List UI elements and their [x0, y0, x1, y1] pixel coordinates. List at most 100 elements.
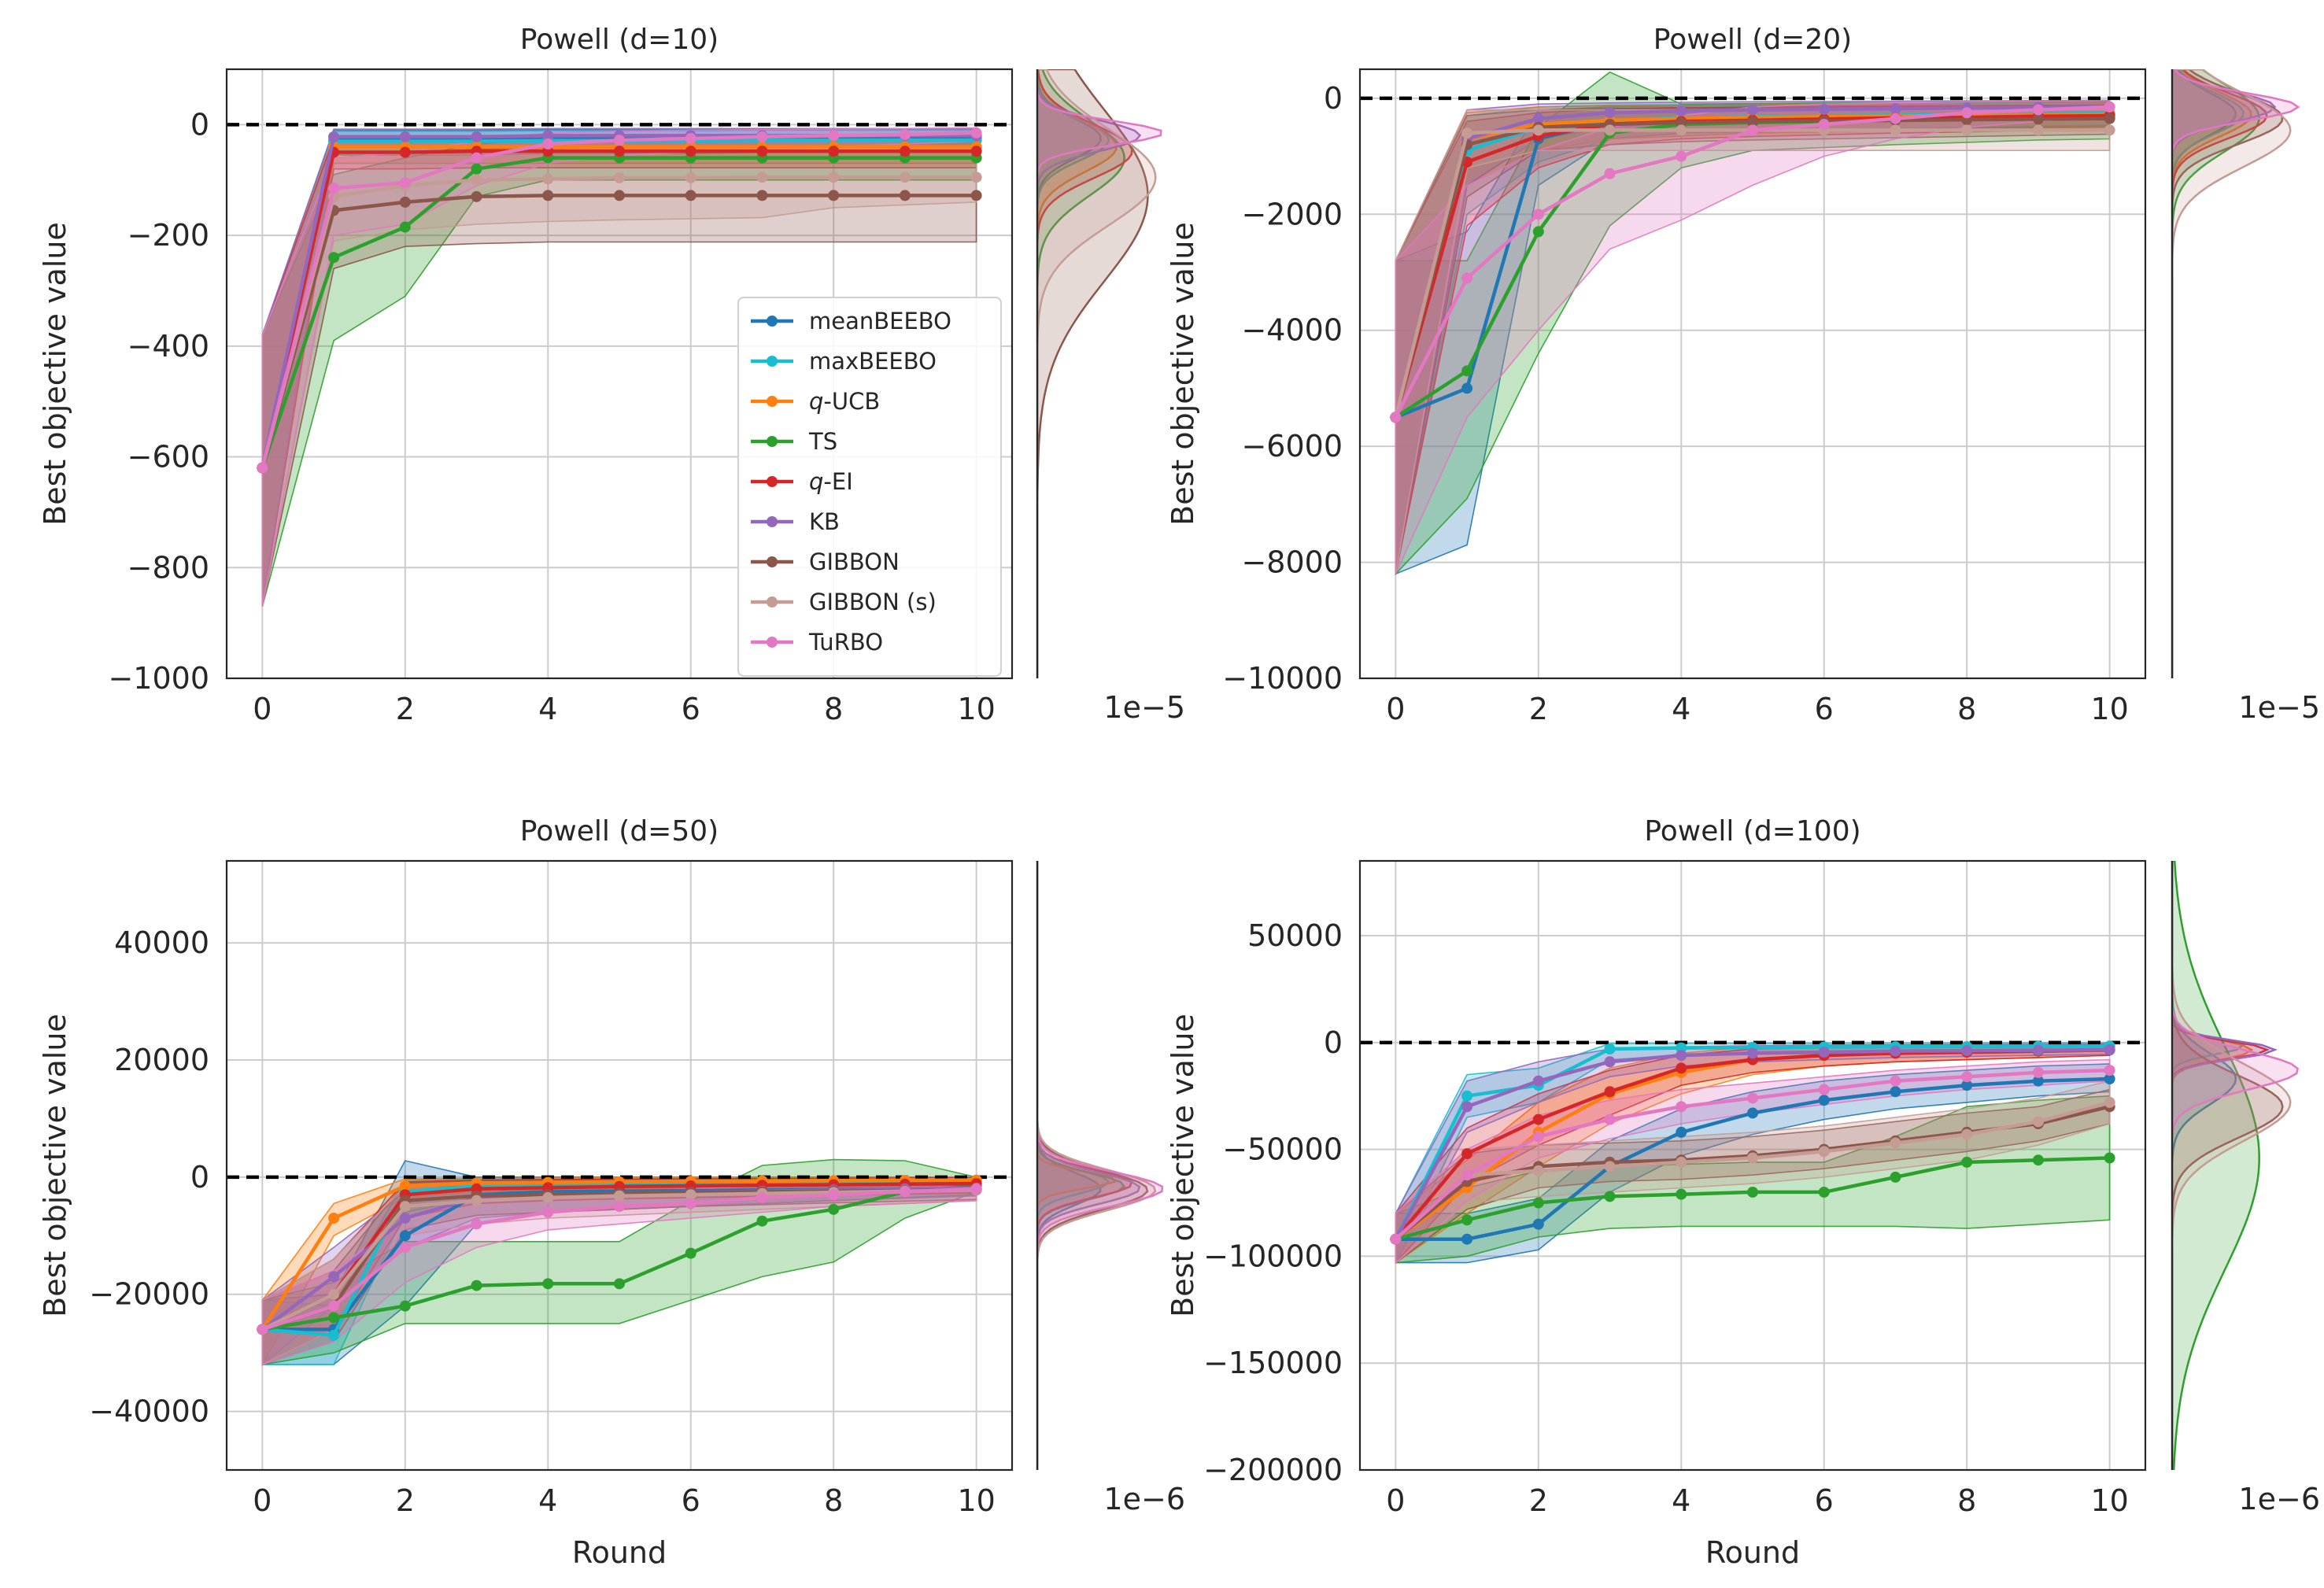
band-turbo [1395, 99, 2111, 574]
x-tick-label: 8 [1957, 1483, 1976, 1518]
point-gibbon-s [1890, 1137, 1901, 1149]
point-gibbon-s [328, 1288, 340, 1300]
legend-label: meanBEEBO [809, 308, 951, 334]
y-tick-label: 50000 [1247, 918, 1343, 953]
point-kb [1532, 1075, 1544, 1087]
points-turbo [257, 1183, 982, 1335]
legend-swatch-marker [767, 516, 778, 527]
point-turbo [2032, 1066, 2044, 1078]
point-gibbon-s [899, 172, 911, 183]
point-q-ei [1532, 1113, 1544, 1125]
density-panel [1037, 69, 1162, 678]
x-tick-label: 6 [682, 692, 700, 726]
point-turbo [756, 1191, 768, 1203]
x-tick-label: 6 [1815, 692, 1834, 726]
x-tick-label: 2 [396, 1483, 415, 1518]
legend-label: q-EI [809, 468, 853, 495]
point-turbo [399, 177, 411, 189]
point-gibbon-s [1961, 124, 1973, 136]
point-turbo [1747, 124, 1758, 136]
axes-frame [225, 859, 1014, 1472]
point-gibbon-s [2104, 1096, 2115, 1108]
point-ts [328, 252, 340, 264]
point-maxbeebo [328, 1329, 340, 1341]
point-gibbon-s [1604, 1161, 1616, 1173]
point-kb [2032, 1044, 2044, 1056]
point-gibbon-s [542, 173, 554, 185]
panel-2: 0 2 4 6 8 10 0 −2000 −4000 −6000 −8000 −10000 Powell… [1166, 24, 2320, 726]
point-ts [2104, 1152, 2115, 1164]
point-meanbeebo [1818, 1095, 1830, 1106]
density-q-ucb [1037, 861, 1117, 1470]
point-gibbon [2032, 113, 2044, 125]
x-tick-label: 10 [2090, 692, 2128, 726]
legend-swatch-marker [767, 596, 778, 608]
x-tick-label: 8 [824, 692, 843, 726]
tick-labels: 0 2 4 6 8 10 0 −2000 −4000 −6000 −8000 −10000 [1222, 81, 2129, 726]
panel-title: Powell (d=20) [1653, 24, 1852, 56]
point-meanbeebo [1890, 1086, 1901, 1098]
point-gibbon-s [756, 172, 768, 183]
y-tick-label: 0 [190, 107, 209, 142]
y-tick-label: −150000 [1203, 1346, 1343, 1380]
point-gibbon-s [471, 1195, 482, 1206]
point-kb [1890, 103, 1901, 115]
point-gibbon [756, 190, 768, 201]
point-ts [1532, 1197, 1544, 1209]
x-tick-label: 0 [1386, 1483, 1405, 1518]
point-meanbeebo [2032, 1075, 2044, 1087]
legend-swatch-marker [767, 436, 778, 447]
panel-title: Powell (d=10) [520, 24, 719, 56]
point-turbo [614, 135, 625, 146]
x-tick-label: 2 [1529, 1483, 1548, 1518]
density-q-ucb [1037, 69, 1118, 678]
x-axis-label: Round [572, 1535, 667, 1570]
point-kb [1604, 1056, 1616, 1068]
density-gibbon [2172, 69, 2284, 678]
point-gibbon-s [399, 1201, 411, 1213]
legend-label: maxBEEBO [809, 348, 937, 375]
point-gibbon [899, 190, 911, 201]
point-turbo [1676, 1101, 1687, 1113]
point-gibbon [685, 190, 696, 201]
legend-item-q-ei: q-EI [751, 468, 853, 495]
point-turbo [970, 127, 982, 138]
density-panel [2172, 69, 2300, 678]
point-kb [1818, 1047, 1830, 1058]
density-turbo [1037, 861, 1164, 1470]
legend-swatch-marker [767, 556, 778, 567]
point-turbo [1461, 272, 1473, 284]
x-tick-label: 10 [2090, 1483, 2128, 1518]
point-ts [685, 1247, 696, 1259]
point-turbo [1890, 113, 1901, 124]
point-kb [328, 131, 340, 142]
point-turbo [2032, 104, 2044, 116]
plot-area [1360, 1040, 2145, 1265]
density-scale-offset: 1e−5 [2238, 690, 2320, 725]
y-tick-label: −200 [127, 218, 209, 253]
point-ts [399, 1300, 411, 1312]
point-turbo [970, 1183, 982, 1195]
point-q-ei [614, 146, 625, 157]
density-q-ei [1037, 69, 1133, 678]
x-tick-label: 0 [253, 692, 272, 726]
point-meanbeebo [1676, 1126, 1687, 1138]
density-ts [1037, 861, 1126, 1470]
point-q-ei [685, 146, 696, 157]
point-kb [399, 131, 411, 142]
point-maxbeebo [1461, 1090, 1473, 1102]
y-tick-label: 0 [1324, 81, 1343, 116]
y-axis-label: Best objective value [38, 1014, 72, 1317]
point-gibbon-s [1890, 124, 1901, 136]
point-turbo [899, 1186, 911, 1198]
panel-1: 0 2 4 6 8 10 0 −200 −400 −600 −800 −1000 Powell (d=1… [38, 24, 1185, 726]
plot-area [227, 1158, 1012, 1368]
y-tick-label: 20000 [114, 1043, 209, 1077]
point-ts [542, 1278, 554, 1290]
density-meanbeebo [1037, 69, 1102, 678]
x-axis-label: Round [1705, 1535, 1800, 1570]
x-tick-label: 6 [682, 1483, 700, 1518]
point-kb [399, 1212, 411, 1224]
density-gibbon-s [2172, 69, 2292, 678]
point-kb [542, 130, 554, 142]
